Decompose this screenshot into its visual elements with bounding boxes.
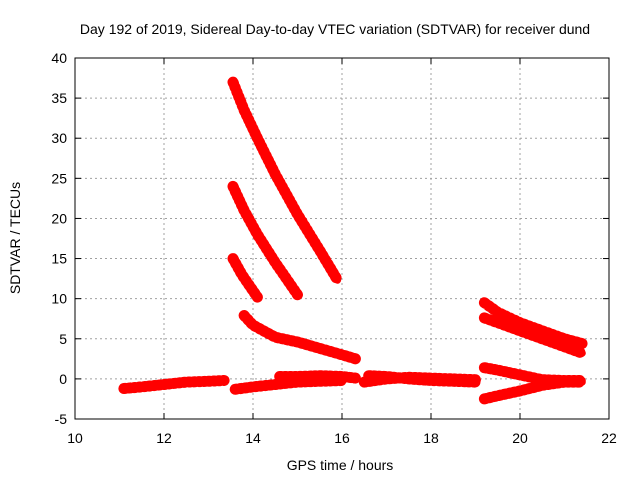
data-series-markers-5 [238,310,361,365]
data-series-markers-11 [478,297,588,350]
data-series-markers-4 [227,253,263,303]
y-tick-label: 20 [51,210,67,226]
series-layer [118,76,588,405]
x-tick-label: 14 [245,430,261,446]
y-axis-label: SDTVAR / TECUs [7,182,23,294]
grid [75,58,609,419]
data-series-markers-1 [118,375,230,394]
y-tick-label: 25 [51,170,67,186]
y-tick-label: 10 [51,291,67,307]
y-tick-label: 40 [51,50,67,66]
x-tick-label: 18 [423,430,439,446]
chart-title: Day 192 of 2019, Sidereal Day-to-day VTE… [80,21,590,37]
y-tick-label: 30 [51,130,67,146]
data-series-markers-10 [363,370,481,388]
y-tick-label: 35 [51,90,67,106]
x-tick-label: 16 [334,430,350,446]
data-series-markers-14 [478,376,588,405]
y-tick-label: 0 [59,371,67,387]
x-tick-label: 12 [156,430,172,446]
x-tick-label: 10 [67,430,83,446]
x-axis-label: GPS time / hours [287,457,394,473]
ticks: 10 12 14 16 18 20 22 -5 0 5 10 15 20 25 30 35 40 [51,50,617,446]
data-series-markers-3 [227,180,303,301]
y-tick-label: -5 [55,411,68,427]
x-tick-label: 20 [512,430,528,446]
y-tick-label: 15 [51,251,67,267]
x-tick-label: 22 [601,430,617,446]
y-tick-label: 5 [59,331,67,347]
data-series-markers-2 [227,76,344,286]
data-series-markers-12 [478,312,588,359]
data-series-markers-8 [274,375,348,388]
